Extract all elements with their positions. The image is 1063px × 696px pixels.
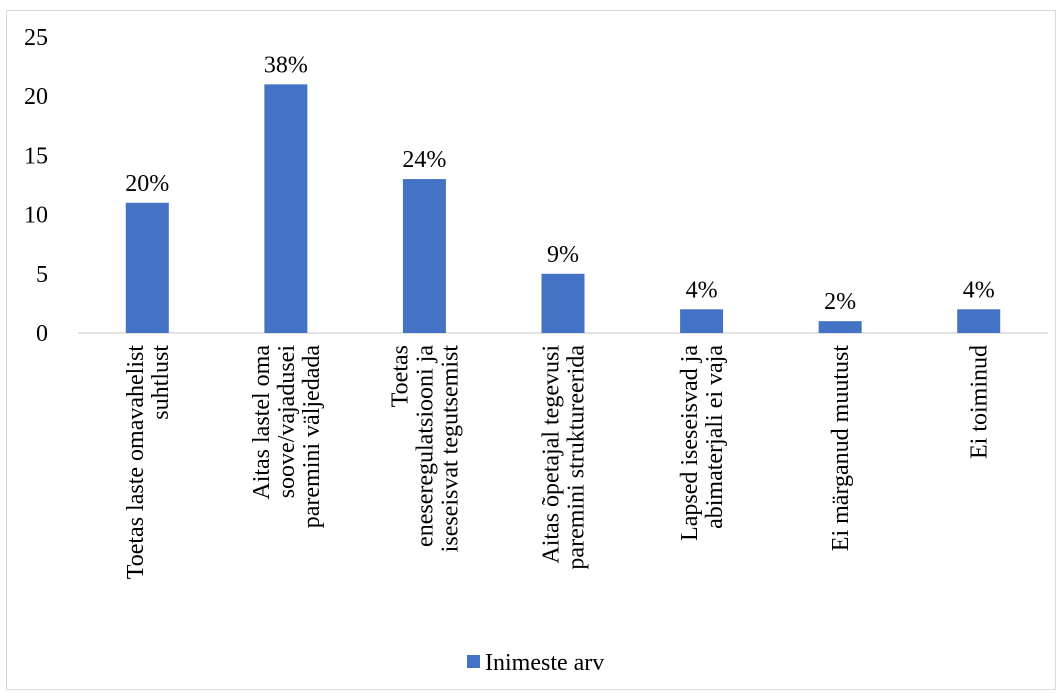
data-label: 38% — [264, 52, 308, 78]
chart-frame — [6, 10, 1056, 690]
bars — [125, 84, 1001, 333]
data-label: 24% — [402, 147, 446, 173]
legend: Inimeste arv — [467, 650, 604, 676]
bar — [264, 84, 308, 333]
y-tick-label: 15 — [24, 143, 48, 169]
category-labels: Toetas laste omavahelistsuhtlust Aitas la… — [123, 345, 993, 580]
y-axis-ticks: 0 5 10 15 20 25 — [24, 25, 48, 347]
data-label: 4% — [686, 277, 718, 303]
data-labels: 20% 38% 24% 9% 4% 2% 4% — [125, 52, 994, 315]
category-label-line: eneseregulatsiooni ja — [412, 345, 438, 547]
category-label-line: Aitas õpetajal tegevusi — [539, 345, 565, 564]
data-label: 4% — [963, 277, 995, 303]
y-tick-label: 5 — [36, 262, 48, 288]
y-tick-label: 0 — [36, 321, 48, 347]
category-label-line: suhtlust — [148, 345, 174, 420]
category-label-line: Aitas lastel oma — [249, 345, 275, 500]
bar — [680, 309, 724, 333]
data-label: 2% — [824, 289, 856, 315]
bar — [402, 179, 446, 333]
category-label-line: Ei märganud muutust — [828, 345, 854, 552]
category-label-line: soove/vajadusei — [274, 345, 300, 499]
category-label-line: Ei toiminud — [967, 345, 993, 459]
category-label-line: paremini struktureerida — [564, 345, 590, 570]
bar — [957, 309, 1001, 333]
bar — [125, 202, 169, 333]
data-label: 9% — [547, 242, 579, 268]
category-label-line: abimaterjali ei vaja — [702, 345, 728, 529]
category-label-line: Toetas — [387, 345, 413, 407]
bar — [818, 321, 862, 333]
category-label-line: iseseisvat tegutsemist — [437, 345, 463, 553]
category-label-line: paremini väljedada — [299, 345, 325, 529]
legend-swatch — [467, 655, 480, 668]
category-label: Ei märganud muutust — [828, 345, 854, 552]
category-label: Aitas lastel omasoove/vajaduseiparemini … — [249, 345, 325, 529]
bar — [541, 273, 585, 333]
y-tick-label: 25 — [24, 25, 48, 51]
category-label: Toetas laste omavahelistsuhtlust — [123, 345, 174, 580]
legend-label: Inimeste arv — [485, 650, 604, 676]
category-label: Lapsed iseseisvad jaabimaterjali ei vaja — [677, 345, 728, 541]
category-label: Toetaseneseregulatsiooni jaiseseisvat te… — [387, 345, 463, 553]
category-label: Ei toiminud — [967, 345, 993, 459]
category-label-line: Toetas laste omavahelist — [123, 345, 149, 580]
y-tick-label: 20 — [24, 84, 48, 110]
category-label-line: Lapsed iseseisvad ja — [677, 345, 703, 541]
data-label: 20% — [125, 171, 169, 197]
category-label: Aitas õpetajal tegevusiparemini struktur… — [539, 345, 590, 570]
y-tick-label: 10 — [24, 203, 48, 229]
